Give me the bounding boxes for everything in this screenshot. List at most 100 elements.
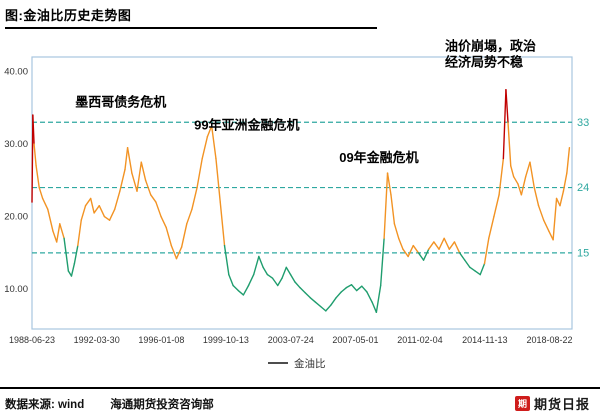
line-segment [56,223,61,243]
x-tick-label: 2003-07-24 [268,335,314,345]
line-segment [77,219,82,247]
line-segment [393,223,400,240]
line-segment [59,223,65,240]
line-segment [262,266,269,276]
line-segment [289,273,296,283]
line-segment [335,291,342,299]
line-segment [219,201,226,247]
x-tick-label: 1999-10-13 [203,335,249,345]
line-segment [402,248,409,258]
line-segment [566,146,571,174]
line-segment [417,252,425,261]
title-underline [5,27,377,29]
line-segment [108,208,116,221]
line-segment [366,291,373,303]
line-segment [464,259,471,269]
line-segment [196,157,203,189]
line-segment [93,204,100,214]
line-segment [314,301,322,308]
line-segment [98,204,106,218]
line-segment [271,277,279,287]
newspaper-logo-text: 期货日报 [533,397,590,412]
line-segment [479,263,486,276]
line-segment [155,201,162,218]
reference-lines: 15 24 33 [32,117,589,259]
x-axis-labels: 1988-06-23 1992-03-30 1996-01-08 1999-10-13… [9,335,573,345]
line-segment [542,219,550,232]
line-segment [84,197,92,207]
line-segment [428,241,435,250]
line-segment [390,194,396,225]
line-segment [488,215,495,240]
line-segment [520,175,527,196]
line-segment [469,266,476,272]
line-segment [493,194,500,218]
y-tick-label: 10.00 [4,284,28,295]
line-segment [70,263,76,277]
line-segment [52,230,58,243]
line-segment [160,215,167,229]
line-segment [144,179,152,196]
line-segment [458,252,466,261]
line-segment [355,285,363,292]
line-segment [345,284,353,289]
line-segment [299,286,306,294]
line-segment [124,146,129,171]
line-segment [266,273,274,279]
line-segment [206,125,213,138]
line-segment [304,292,312,299]
line-segment [448,241,456,250]
legend-label: 金油比 [294,357,326,370]
org-name: 海通期货投资咨询部 [110,398,214,411]
gold-oil-ratio-chart: 15 24 33 10.00 20.00 30.00 40.00 1988-06-23 1992… [4,38,589,370]
line-segment [537,204,545,221]
line-segment [319,305,327,312]
footer-divider [0,387,600,389]
line-segment [180,223,188,248]
ref-line-label: 24 [577,182,589,194]
annotation-text: 墨西哥债务危机 [75,94,166,109]
line-segment [379,237,385,287]
y-tick-label: 30.00 [4,139,28,150]
line-segment [247,273,255,287]
line-segment [237,289,245,296]
line-segment [325,304,332,312]
line-segment [215,157,221,203]
line-segment [232,284,239,292]
line-segment [371,301,378,314]
annotation-text: 09年金融危机 [339,150,418,165]
line-segment [89,197,95,214]
line-segment [175,246,183,260]
line-segment [140,161,147,182]
line-segment [242,284,250,296]
line-segment [258,255,264,269]
line-segment [502,88,507,160]
annotation-text: 油价崩塌，政治 [445,38,536,53]
series-gold-oil-ratio [31,88,571,314]
x-tick-label: 1996-01-08 [138,335,184,345]
line-segment [119,168,126,192]
line-segment [498,157,505,196]
x-tick-label: 2007-05-01 [332,335,378,345]
line-segment [33,143,37,167]
line-segment [252,255,260,276]
line-segment [505,88,509,123]
line-segment [38,186,44,200]
line-segment [294,281,301,289]
line-segment [191,186,198,211]
line-segment [507,121,512,167]
line-segment [350,284,358,292]
figure-title: 图:金油比历史走势图 [5,8,132,23]
line-segment [73,244,79,265]
line-segment [524,161,531,178]
newspaper-logo: 期 期货日报 [514,394,590,413]
line-segment [533,186,540,207]
line-segment [559,190,565,207]
line-segment [529,161,535,189]
line-segment [375,284,382,314]
line-segment [407,244,414,258]
line-segment [114,190,121,211]
line-segment [35,165,40,189]
line-segment [309,297,317,303]
footer-source-line: 数据来源: wind 海通期货投资咨询部 [5,396,240,412]
